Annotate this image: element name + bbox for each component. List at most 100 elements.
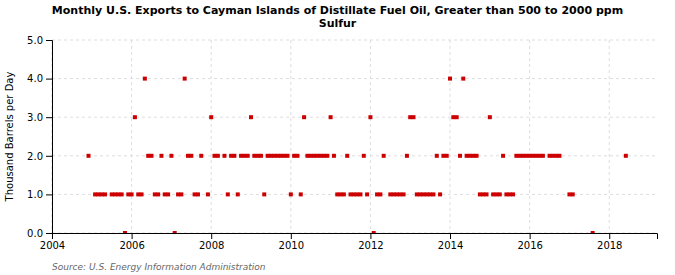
point — [541, 154, 545, 158]
point — [246, 154, 250, 158]
point — [189, 154, 193, 158]
x-tick-label: 2016 — [517, 240, 542, 251]
chart: Monthly U.S. Exports to Cayman Islands o… — [0, 0, 675, 275]
y-tick-label: 4.0 — [27, 73, 43, 84]
y-tick: 0.0 — [27, 228, 52, 239]
y-tick-label: 1.0 — [27, 189, 43, 200]
point — [435, 154, 439, 158]
point — [209, 115, 213, 119]
grid-line-x — [211, 40, 212, 233]
x-tick-label: 2008 — [199, 240, 224, 251]
x-tick: 2010 — [279, 233, 304, 251]
point — [332, 154, 336, 158]
point — [431, 192, 435, 196]
x-tick-label: 2006 — [119, 240, 144, 251]
x-tick-label: 2014 — [438, 240, 463, 251]
x-tick-mark — [530, 233, 531, 239]
grid-line-y — [52, 155, 657, 156]
x-tick-label: 2018 — [597, 240, 622, 251]
point — [199, 154, 203, 158]
point — [286, 154, 290, 158]
point — [372, 231, 376, 233]
point — [206, 192, 210, 196]
x-tick: 2012 — [358, 233, 383, 251]
point — [259, 154, 263, 158]
x-axis-line — [53, 234, 658, 240]
y-tick-mark — [46, 233, 52, 234]
x-tick-label: 2010 — [279, 240, 304, 251]
point — [169, 154, 173, 158]
y-axis: 0.01.02.03.04.05.0 — [27, 35, 52, 239]
grid-line-x — [529, 40, 530, 233]
point — [249, 115, 253, 119]
y-tick: 5.0 — [27, 35, 52, 46]
y-tick-mark — [46, 40, 52, 41]
point — [222, 154, 226, 158]
x-tick-mark — [291, 233, 292, 239]
y-tick-mark — [46, 117, 52, 118]
point — [501, 154, 505, 158]
plot-area: 2004 2006 2008 2010 2012 2014 2016 2018 0.0 1.0 2.… — [27, 35, 657, 251]
point — [216, 154, 220, 158]
point — [295, 154, 299, 158]
y-tick-mark — [46, 156, 52, 157]
grid-line-y — [52, 78, 657, 79]
point — [103, 192, 107, 196]
point — [378, 192, 382, 196]
point — [302, 115, 306, 119]
x-tick: 2008 — [199, 233, 224, 251]
point — [173, 231, 177, 233]
grid-line-x — [450, 40, 451, 233]
x-axis: 2004 2006 2008 2010 2012 2014 2016 2018 — [40, 233, 658, 251]
point — [289, 192, 293, 196]
point — [475, 154, 479, 158]
grid-line-x — [290, 40, 291, 233]
point — [624, 154, 628, 158]
x-tick: 2006 — [119, 233, 144, 251]
point — [236, 192, 240, 196]
point — [159, 154, 163, 158]
y-axis-label: Thousand Barrels per Day — [4, 72, 15, 203]
x-tick: 2004 — [40, 233, 65, 251]
grid-line-y — [52, 117, 657, 118]
point — [362, 154, 366, 158]
point — [458, 154, 462, 158]
x-tick-mark — [450, 233, 451, 239]
point — [445, 154, 449, 158]
point — [557, 154, 561, 158]
point — [299, 192, 303, 196]
y-tick: 1.0 — [27, 189, 52, 200]
point — [345, 154, 349, 158]
point — [156, 192, 160, 196]
point — [405, 154, 409, 158]
y-tick-mark — [46, 79, 52, 80]
point — [358, 192, 362, 196]
grid-line-y — [52, 40, 657, 41]
y-tick-label: 5.0 — [27, 35, 43, 46]
point — [342, 192, 346, 196]
x-tick-mark — [370, 233, 371, 239]
title: Monthly U.S. Exports to Cayman Islands o… — [52, 4, 623, 30]
point — [130, 192, 134, 196]
point — [179, 192, 183, 196]
point — [329, 115, 333, 119]
point — [183, 77, 187, 81]
point — [140, 192, 144, 196]
grid-line-x — [131, 40, 132, 233]
x-tick: 2018 — [597, 233, 622, 251]
point — [150, 154, 154, 158]
x-tick-mark — [609, 233, 610, 239]
y-tick-label: 2.0 — [27, 151, 43, 162]
point — [196, 192, 200, 196]
point — [120, 192, 124, 196]
x-tick: 2016 — [517, 233, 542, 251]
point — [232, 154, 236, 158]
point — [511, 192, 515, 196]
point — [325, 154, 329, 158]
x-tick-mark — [211, 233, 212, 239]
source-note: Source: U.S. Energy Information Administ… — [52, 262, 266, 272]
title-line: Sulfur — [319, 17, 357, 30]
point — [382, 154, 386, 158]
y-tick-mark — [46, 194, 52, 195]
y-tick: 4.0 — [27, 73, 52, 84]
